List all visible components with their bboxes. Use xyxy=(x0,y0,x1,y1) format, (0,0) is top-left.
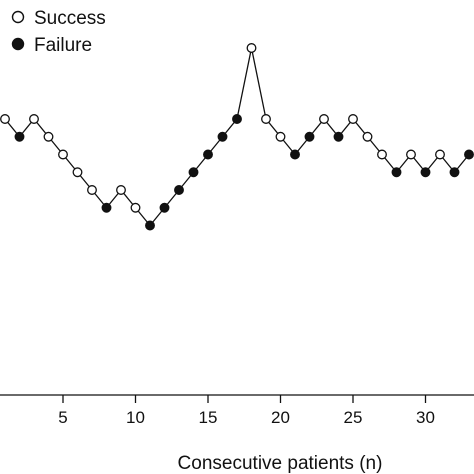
failure-point xyxy=(333,131,344,142)
success-point xyxy=(246,43,257,53)
x-tick-label: 30 xyxy=(416,408,435,427)
failure-point xyxy=(290,149,300,160)
legend-success-label: Success xyxy=(34,8,106,29)
success-point xyxy=(43,131,54,142)
success-point xyxy=(362,131,373,142)
x-tick-label: 10 xyxy=(126,408,145,427)
failure-point xyxy=(464,149,474,160)
failure-point xyxy=(188,167,199,178)
success-point xyxy=(0,114,10,124)
success-point xyxy=(58,149,68,160)
success-point xyxy=(275,131,286,142)
legend-success-marker xyxy=(11,10,25,24)
success-point xyxy=(406,149,416,160)
legend: Success Failure xyxy=(11,8,106,56)
success-point xyxy=(116,185,126,195)
success-point xyxy=(261,114,271,124)
x-tick-label: 15 xyxy=(199,408,218,427)
failure-point xyxy=(217,131,228,142)
success-point xyxy=(87,185,97,195)
x-tick-label: 5 xyxy=(58,408,67,427)
x-axis-ticks: 5 10 15 20 25 30 xyxy=(58,395,435,427)
data-markers xyxy=(0,43,474,231)
failure-point xyxy=(203,149,213,160)
legend-failure-marker xyxy=(11,37,25,51)
failure-point xyxy=(159,202,170,213)
failure-point xyxy=(174,185,184,195)
failure-point xyxy=(101,202,112,213)
success-point xyxy=(29,114,39,124)
x-tick-label: 20 xyxy=(271,408,290,427)
failure-point xyxy=(14,131,25,142)
failure-point xyxy=(304,131,315,142)
success-point xyxy=(130,202,141,213)
failure-point xyxy=(145,220,155,231)
series-line xyxy=(4,47,470,227)
failure-point xyxy=(449,167,460,178)
success-point xyxy=(435,149,445,160)
failure-point xyxy=(391,167,402,178)
success-point xyxy=(319,114,329,124)
success-point xyxy=(377,149,387,160)
failure-point xyxy=(420,167,431,178)
x-tick-label: 25 xyxy=(344,408,363,427)
x-axis-label: Consecutive patients (n) xyxy=(178,453,383,474)
failure-point xyxy=(232,114,242,124)
success-point xyxy=(72,167,83,178)
success-point xyxy=(348,114,358,124)
legend-failure-label: Failure xyxy=(34,35,92,56)
